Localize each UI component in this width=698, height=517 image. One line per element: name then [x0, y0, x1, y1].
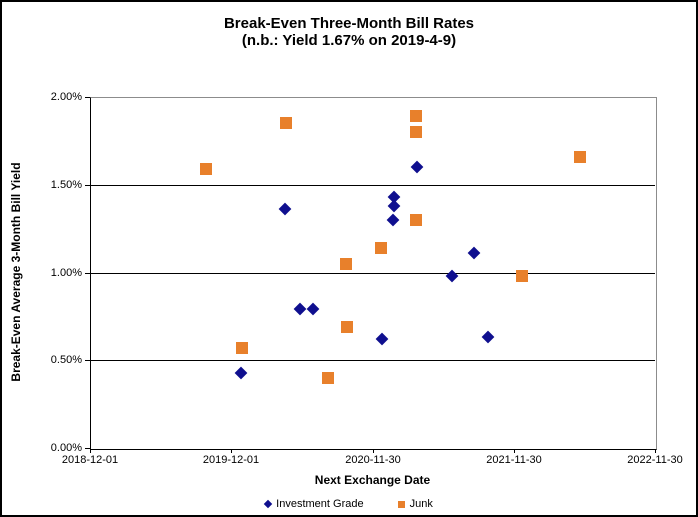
y-tick-label: 0.50% — [50, 354, 82, 366]
x-tick-mark — [373, 449, 374, 453]
gridline-0.50% — [90, 360, 655, 361]
x-axis-title: Next Exchange Date — [314, 473, 431, 487]
x-tick-label: 2021-11-30 — [486, 454, 542, 466]
data-point-junk — [573, 150, 586, 163]
data-point-junk — [339, 257, 352, 270]
data-point-junk — [410, 213, 423, 226]
data-point-junk — [410, 126, 423, 139]
gridline-1.00% — [90, 273, 655, 274]
legend: Investment Grade Junk — [2, 498, 696, 510]
x-tick-label: 2019-12-01 — [202, 454, 260, 466]
data-point-junk — [280, 117, 293, 130]
data-point-junk — [410, 110, 423, 123]
data-point-junk — [322, 371, 335, 384]
x-tick-mark — [90, 449, 91, 453]
gridline-1.50% — [90, 185, 655, 186]
y-tick-mark — [85, 360, 90, 361]
y-tick-mark — [85, 448, 90, 449]
legend-item-junk: Junk — [397, 498, 433, 510]
x-tick-label: 2020-11-30 — [345, 454, 401, 466]
data-point-junk — [235, 342, 248, 354]
chart-title-line1: Break-Even Three-Month Bill Rates — [223, 15, 475, 32]
chart-title: Break-Even Three-Month Bill Rates (n.b.:… — [2, 15, 696, 49]
data-point-junk — [200, 163, 213, 175]
y-tick-mark — [85, 185, 90, 186]
y-tick-label: 0.00% — [50, 442, 82, 454]
x-tick-mark — [231, 449, 232, 453]
x-tick-label: 2018-12-01 — [61, 454, 119, 466]
x-tick-label: 2022-11-30 — [627, 454, 683, 466]
y-tick-label: 1.00% — [50, 267, 82, 279]
y-tick-mark — [85, 97, 90, 98]
y-tick-label: 1.50% — [50, 179, 82, 191]
y-axis-title: Break-Even Average 3-Month Bill Yield — [9, 162, 23, 382]
legend-item-investment-grade: Investment Grade — [263, 498, 364, 510]
investment-grade-diamond-icon — [263, 499, 273, 509]
junk-square-icon — [397, 500, 405, 508]
chart-title-line2: (n.b.: Yield 1.67% on 2019-4-9) — [241, 32, 457, 49]
y-tick-mark — [85, 273, 90, 274]
y-tick-label: 2.00% — [50, 91, 82, 103]
x-tick-mark — [655, 449, 656, 453]
legend-label-investment-grade: Investment Grade — [276, 498, 364, 510]
data-point-junk — [374, 241, 387, 254]
x-tick-mark — [514, 449, 515, 453]
legend-label-junk: Junk — [409, 498, 433, 510]
data-point-junk — [515, 270, 528, 282]
data-point-junk — [341, 320, 353, 333]
